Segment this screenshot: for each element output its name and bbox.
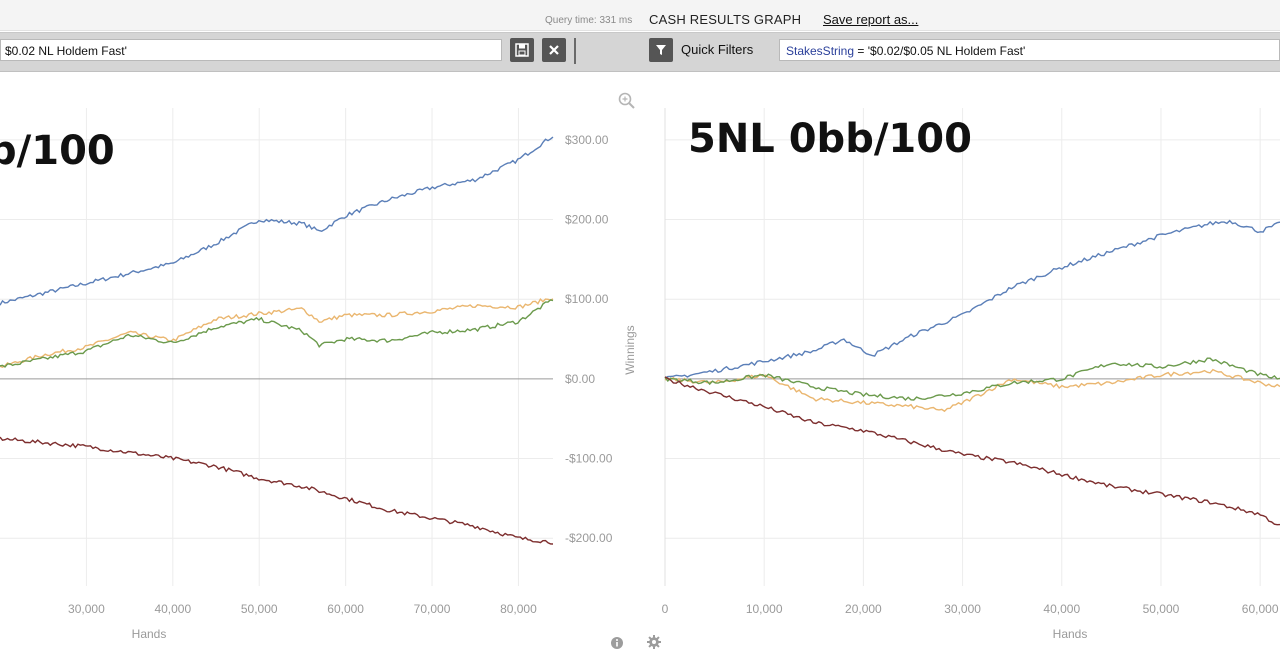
left-y-axis-label: Winnings [623, 325, 637, 374]
magnifier-icon[interactable] [617, 92, 637, 110]
left-x-axis-label: Hands [132, 627, 167, 641]
x-tick-label: 30,000 [944, 602, 981, 616]
x-tick-label: 60,000 [1242, 602, 1279, 616]
filter-field-token: StakesString [786, 44, 855, 58]
right-overlay-text: 5NL 0bb/100 [688, 116, 972, 162]
right-chart: 0 10,000 20,000 30,000 40,000 50,000 60,000 Ha… [662, 108, 1280, 641]
left-y-ticks: $300.00 $200.00 $100.00 $0.00 -$100.00 -$200.… [565, 133, 613, 545]
report-header: Query time: 331 ms CASH RESULTS GRAPH Sa… [0, 0, 1280, 31]
info-icon[interactable] [610, 636, 624, 650]
series-line [0, 297, 554, 368]
series-line [664, 219, 1280, 379]
x-tick-label: 10,000 [746, 602, 783, 616]
left-chart-grid [0, 108, 553, 586]
report-title: CASH RESULTS GRAPH [649, 12, 802, 27]
x-tick-label: 0 [662, 602, 669, 616]
x-tick-label: 40,000 [154, 602, 191, 616]
x-tick-label: 50,000 [241, 602, 278, 616]
left-filter-value: $0.02 NL Holdem Fast' [5, 44, 127, 58]
right-chart-grid [664, 108, 1280, 586]
divider [574, 38, 576, 64]
gear-icon[interactable] [646, 634, 662, 650]
filter-expression: = '$0.02/$0.05 NL Holdem Fast' [857, 44, 1026, 58]
left-filter-input[interactable]: $0.02 NL Holdem Fast' [0, 39, 502, 61]
y-tick-label: -$100.00 [565, 452, 613, 466]
left-chart-series [0, 136, 554, 545]
query-time: Query time: 331 ms [545, 15, 633, 26]
left-x-ticks: 30,000 40,000 50,000 60,000 70,000 80,000 [68, 602, 537, 616]
funnel-icon [656, 45, 666, 55]
right-chart-series [664, 219, 1280, 526]
left-chart: $300.00 $200.00 $100.00 $0.00 -$100.00 -$200.… [0, 108, 637, 641]
y-tick-label: $0.00 [565, 372, 595, 386]
x-tick-label: 70,000 [414, 602, 451, 616]
save-report-link[interactable]: Save report as... [823, 12, 919, 27]
x-tick-label: 60,000 [327, 602, 364, 616]
right-x-ticks: 0 10,000 20,000 30,000 40,000 50,000 60,000 [662, 602, 1279, 616]
x-tick-label: 30,000 [68, 602, 105, 616]
y-tick-label: -$200.00 [565, 531, 613, 545]
series-line [0, 136, 554, 306]
x-tick-label: 20,000 [845, 602, 882, 616]
series-line [0, 299, 554, 368]
save-icon [515, 43, 529, 57]
close-icon [549, 45, 559, 55]
quick-filters-label: Quick Filters [681, 42, 754, 57]
x-tick-label: 40,000 [1043, 602, 1080, 616]
series-line [664, 368, 1280, 413]
x-tick-label: 80,000 [500, 602, 537, 616]
series-line [664, 357, 1280, 401]
y-tick-label: $100.00 [565, 292, 609, 306]
right-filter-input[interactable]: StakesString = '$0.02/$0.05 NL Holdem Fa… [779, 39, 1280, 61]
right-x-axis-label: Hands [1053, 627, 1088, 641]
y-tick-label: $200.00 [565, 213, 609, 227]
x-tick-label: 50,000 [1143, 602, 1180, 616]
series-line [664, 376, 1280, 526]
quick-filters-button[interactable] [649, 38, 673, 62]
y-tick-label: $300.00 [565, 133, 609, 147]
series-line [0, 436, 554, 545]
save-filter-button[interactable] [510, 38, 534, 62]
clear-filter-button[interactable] [542, 38, 566, 62]
left-overlay-text: b/100 [0, 128, 115, 174]
